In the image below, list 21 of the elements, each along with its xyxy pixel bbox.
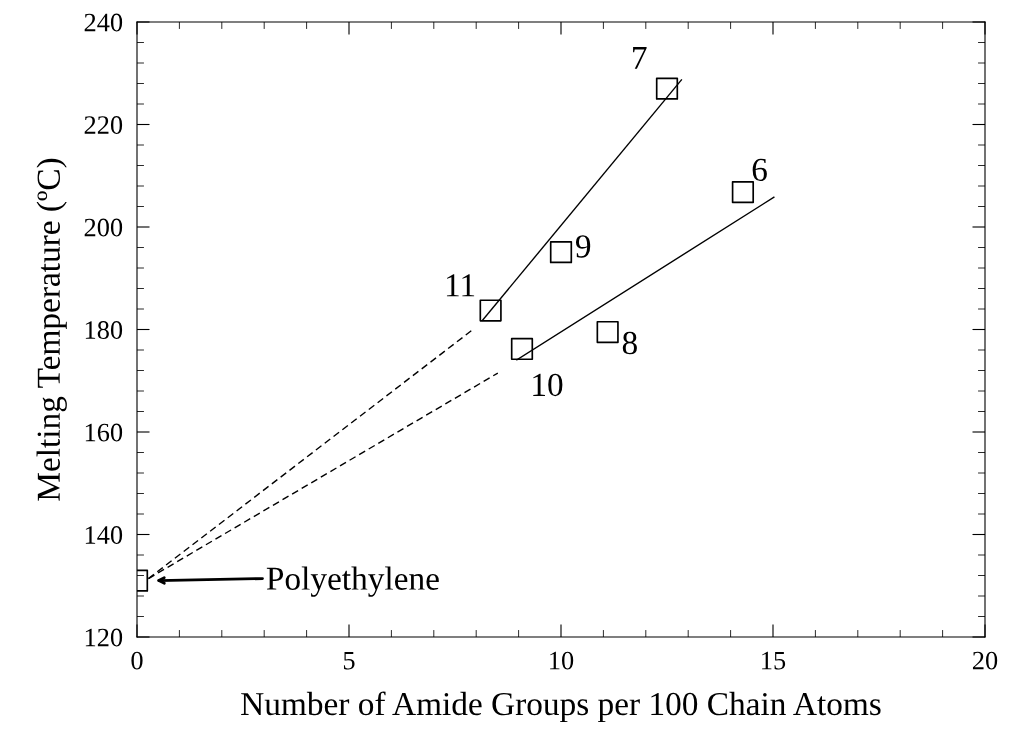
y-tick-label: 200 xyxy=(84,218,123,237)
y-tick-label: 140 xyxy=(85,526,123,544)
y-tick-label: 120 xyxy=(85,628,123,647)
annotation: 6 xyxy=(752,158,767,182)
y-tick-label: 240 xyxy=(84,13,123,32)
x-axis-title: Number of Amide Groups per 100 Chain Atoms xyxy=(241,691,881,723)
y-axis-title: Melting Temperature (ºC) xyxy=(36,158,67,501)
annotation: 9 xyxy=(575,235,591,258)
x-tick-label: 10 xyxy=(550,651,574,670)
x-tick-label: 20 xyxy=(972,651,998,670)
annotation: 8 xyxy=(622,331,637,355)
y-tick-label: 180 xyxy=(85,321,123,339)
annotation: 11 xyxy=(446,274,475,297)
annotation: 10 xyxy=(533,373,563,397)
annotation: Polyethylene xyxy=(266,566,439,597)
x-tick-label: 5 xyxy=(343,651,355,670)
x-tick-label: 15 xyxy=(762,651,786,670)
y-tick-label: 220 xyxy=(84,116,123,134)
x-tick-label: 0 xyxy=(131,651,143,670)
annotation: 7 xyxy=(633,47,647,69)
y-tick-label: 160 xyxy=(85,423,123,442)
